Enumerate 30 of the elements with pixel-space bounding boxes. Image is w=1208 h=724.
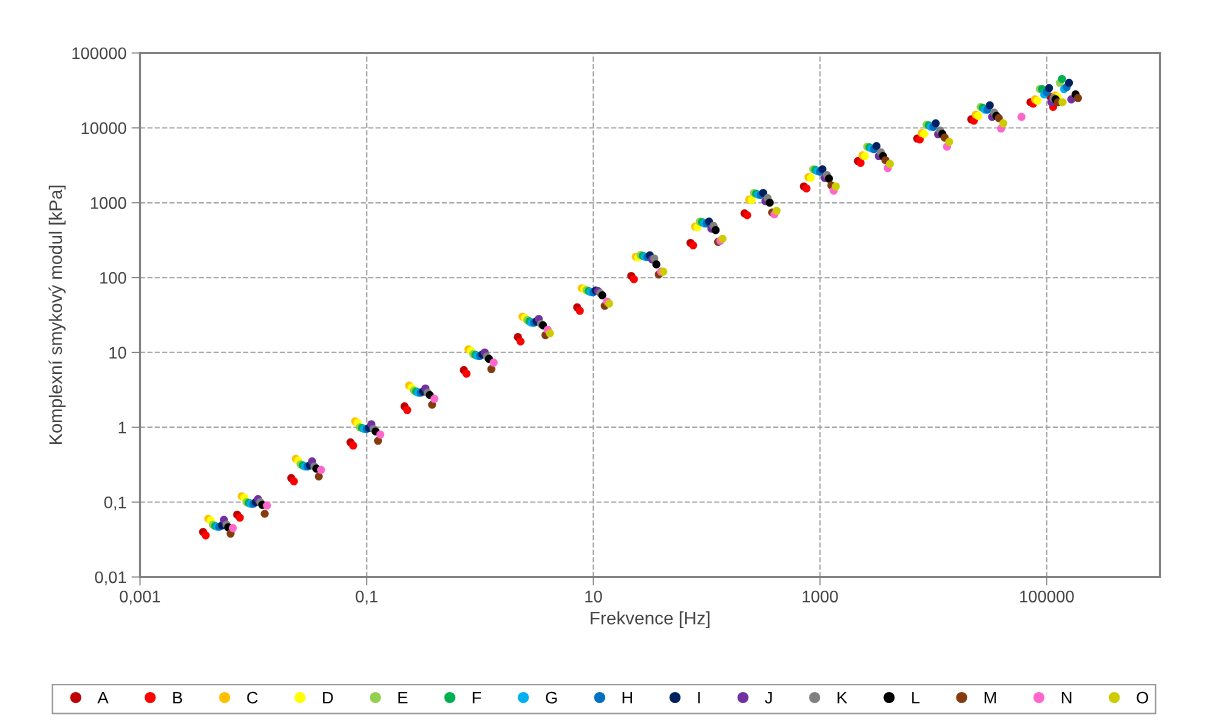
legend-label: F — [472, 691, 482, 704]
y-tick-label: 0,01 — [95, 571, 126, 586]
legend-label: C — [247, 691, 258, 704]
legend-label: D — [323, 691, 333, 704]
legend-label: H — [622, 691, 632, 704]
legend-label: G — [545, 691, 557, 704]
y-tick-label: 1000 — [91, 197, 127, 209]
legend-label: O — [1136, 691, 1149, 704]
legend-label: B — [173, 691, 183, 704]
x-axis-title: Frekvence [Hz] — [590, 611, 710, 629]
legend-label: I — [698, 691, 700, 704]
y-tick-label: 10 — [109, 346, 127, 359]
y-tick-label: 0,1 — [104, 496, 126, 511]
x-tick-label: 1000 — [802, 590, 838, 603]
x-tick-label: 100000 — [1020, 590, 1074, 603]
y-tick-label: 100 — [100, 271, 127, 284]
legend-label: N — [1061, 691, 1072, 704]
y-axis-title: Komplexní smykový modul [kPa] — [48, 185, 66, 444]
legend-label: E — [398, 691, 408, 704]
legend-label: J — [764, 691, 772, 704]
legend-label: M — [984, 691, 996, 704]
y-tick-label: 1 — [118, 421, 126, 434]
x-tick-label: 0,001 — [119, 590, 161, 605]
y-tick-label: 100000 — [72, 47, 127, 60]
x-tick-label: 0,1 — [355, 590, 378, 605]
x-tick-label: 10 — [585, 590, 602, 603]
y-tick-label: 10000 — [81, 122, 127, 135]
legend-label: K — [837, 691, 848, 704]
legend-label: L — [912, 691, 920, 704]
legend-label: A — [97, 691, 109, 704]
